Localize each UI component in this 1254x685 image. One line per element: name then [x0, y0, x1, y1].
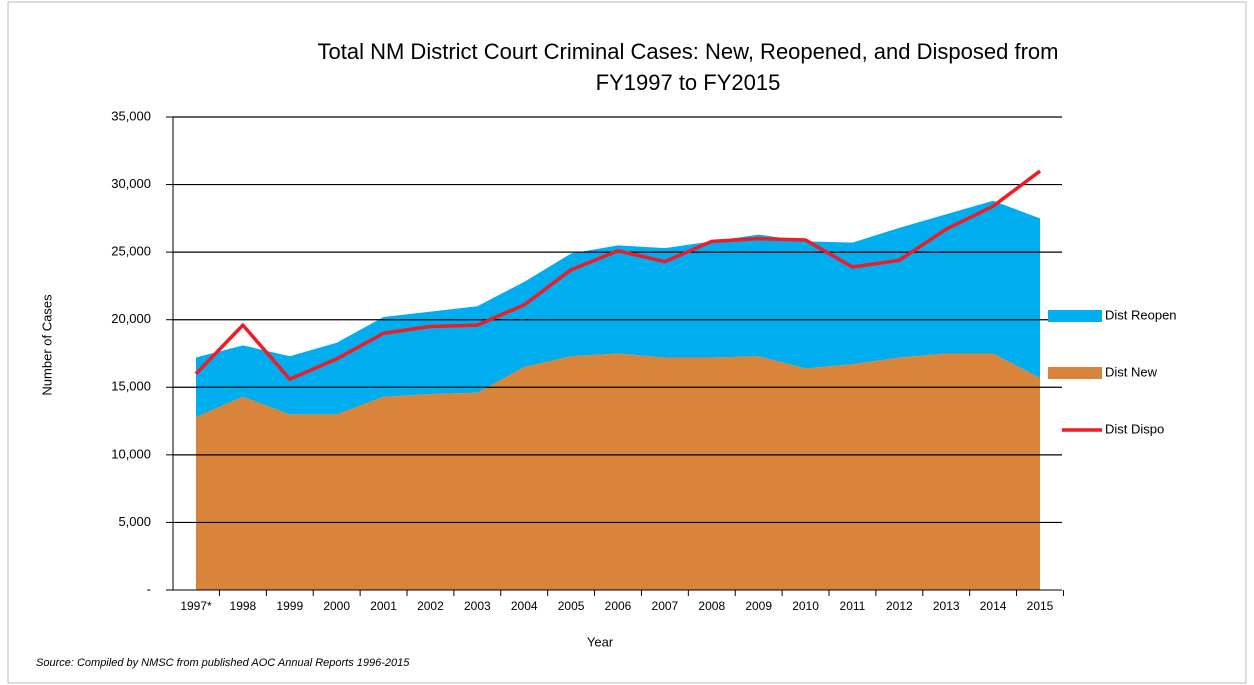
x-tick-label: 2011 — [840, 599, 866, 613]
y-tick-label: 30,000 — [111, 176, 151, 191]
legend-label: Dist New — [1105, 364, 1158, 379]
y-tick-label: 20,000 — [111, 311, 151, 326]
legend-label: Dist Reopen — [1105, 307, 1177, 322]
x-tick-label: 2014 — [980, 599, 1007, 613]
x-tick-label: 1997* — [180, 599, 212, 613]
x-tick-label: 2002 — [417, 599, 444, 613]
x-tick-label: 2006 — [605, 599, 632, 613]
source-note: Source: Compiled by NMSC from published … — [36, 657, 410, 669]
y-tick-label: 5,000 — [118, 514, 151, 529]
legend-swatch — [1048, 367, 1102, 379]
x-tick-label: 2004 — [511, 599, 538, 613]
x-tick-label: 2012 — [886, 599, 913, 613]
x-tick-label: 2015 — [1027, 599, 1054, 613]
x-tick-label: 2007 — [652, 599, 679, 613]
x-tick-label: 2013 — [933, 599, 960, 613]
line — [194, 169, 1042, 381]
x-tick-label: 2010 — [792, 599, 819, 613]
y-tick-label: - — [147, 581, 151, 596]
x-tick-label: 2005 — [558, 599, 585, 613]
y-tick-label: 10,000 — [111, 446, 151, 461]
x-tick-label: 1998 — [230, 599, 257, 613]
frame — [7, 1, 1247, 684]
x-tick-label: 2000 — [323, 599, 350, 613]
y-axis-title: Number of Cases — [39, 294, 54, 396]
x-tick-label: 1999 — [276, 599, 303, 613]
y-tick-label: 25,000 — [111, 244, 151, 259]
chart-title: FY1997 to FY2015 — [596, 70, 781, 95]
chart-title: Total NM District Court Criminal Cases: … — [318, 39, 1059, 64]
legend-label: Dist Dispo — [1105, 421, 1164, 436]
x-tick-label: 2001 — [370, 599, 397, 613]
legend-swatch — [1048, 310, 1102, 322]
y-tick-label: 15,000 — [111, 379, 151, 394]
x-axis-title: Year — [587, 634, 614, 649]
x-tick-label: 2009 — [745, 599, 772, 613]
x-tick-label: 2008 — [698, 599, 725, 613]
y-tick-label: 35,000 — [111, 108, 151, 123]
area — [196, 353, 1040, 590]
x-tick-label: 2003 — [464, 599, 491, 613]
